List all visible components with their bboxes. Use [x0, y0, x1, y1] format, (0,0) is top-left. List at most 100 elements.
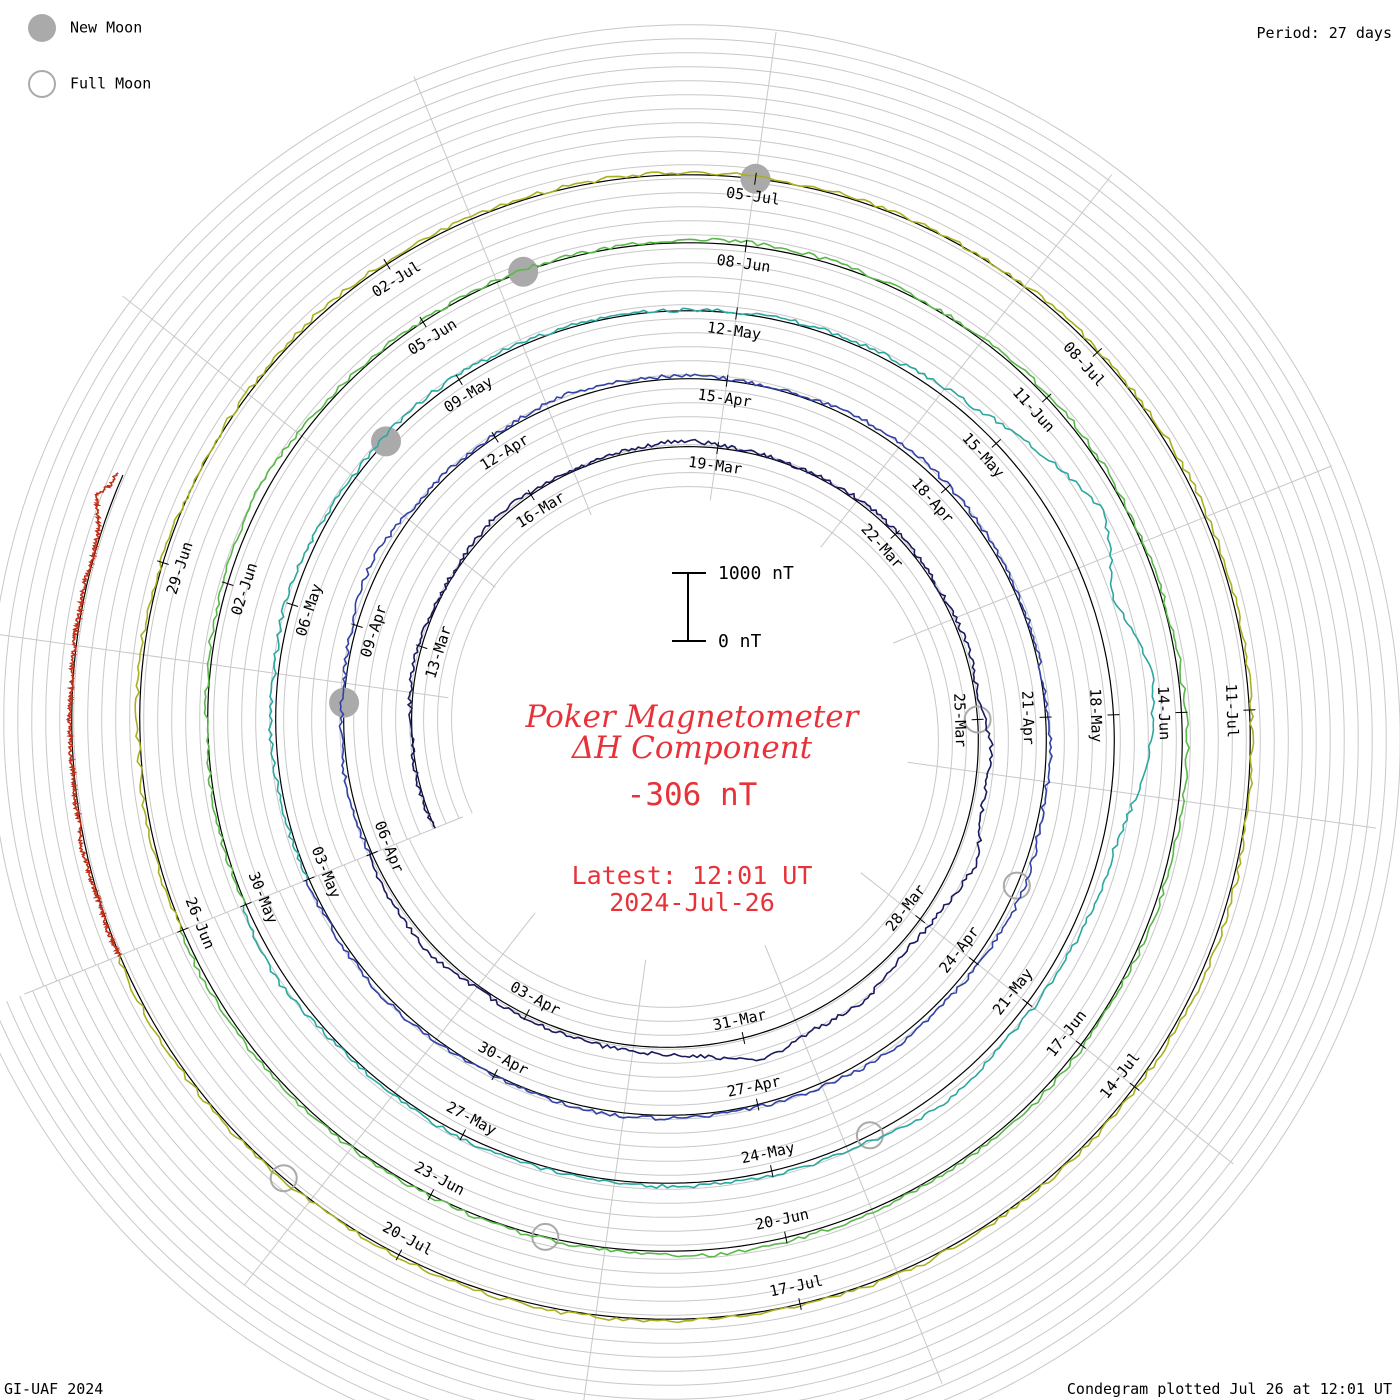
date-tick	[741, 1031, 746, 1045]
date-tick	[784, 1231, 788, 1244]
date-tick	[754, 172, 757, 185]
grid-radial	[709, 31, 777, 501]
date-label: 19-Mar	[687, 453, 743, 478]
date-label: 22-Mar	[857, 520, 907, 572]
date-tick	[1092, 348, 1103, 357]
full-moon-legend-icon	[28, 70, 56, 98]
period-label: Period: 27 days	[1257, 24, 1392, 42]
date-tick	[157, 560, 169, 565]
date-tick	[240, 901, 252, 908]
date-tick	[303, 876, 315, 882]
date-label: 26-Jun	[182, 895, 219, 952]
grid-radial	[243, 912, 536, 1286]
series-line	[369, 438, 994, 1062]
full-moon-marker	[1002, 871, 1031, 900]
grid-radial	[122, 295, 496, 588]
date-tick	[991, 439, 1002, 448]
date-tick	[395, 1249, 403, 1261]
date-label: 31-Mar	[711, 1005, 768, 1034]
current-value: -306 nT	[627, 777, 758, 813]
date-tick	[523, 1009, 530, 1021]
new-moon-marker	[329, 687, 360, 718]
date-label: 18-Apr	[908, 475, 958, 527]
date-label: 11-Jul	[1222, 683, 1242, 738]
date-label: 08-Jul	[1059, 338, 1109, 390]
chart-subtitle: ΔH Component	[571, 730, 813, 766]
date-tick	[1041, 393, 1052, 403]
grid-radial	[892, 465, 1332, 644]
full-moon-legend-label: Full Moon	[70, 75, 151, 93]
grid-radial	[0, 634, 449, 699]
date-tick	[351, 623, 363, 628]
date-tick	[744, 240, 748, 253]
series-line	[305, 373, 1053, 1121]
date-tick	[491, 431, 499, 443]
date-tick	[1129, 1082, 1140, 1091]
scale-top-label: 1000 nT	[718, 563, 794, 584]
date-tick	[1243, 709, 1256, 711]
full-moon-marker	[855, 1121, 884, 1150]
grid-radial	[820, 174, 1113, 548]
date-label: 15-May	[958, 429, 1008, 481]
grid-radial	[413, 76, 592, 516]
date-label: 05-Jul	[725, 183, 781, 208]
date-tick	[286, 602, 299, 607]
series-line	[118, 171, 1255, 1324]
date-label: 16-Mar	[513, 488, 568, 532]
date-tick	[940, 484, 951, 494]
date-label: 15-Apr	[697, 385, 753, 410]
date-tick	[915, 915, 926, 924]
date-tick	[725, 374, 729, 387]
date-label: 20-Jul	[379, 1218, 435, 1259]
latest-time: Latest: 12:01 UT	[572, 861, 813, 890]
date-tick	[427, 1189, 435, 1201]
date-tick	[366, 850, 378, 857]
date-tick	[755, 1098, 760, 1111]
date-label: 27-May	[443, 1098, 499, 1139]
date-tick	[177, 927, 189, 933]
series-line	[179, 237, 1190, 1258]
date-label: 27-Apr	[725, 1072, 782, 1101]
date-tick	[221, 581, 234, 586]
date-label: 25-Mar	[950, 693, 970, 748]
chart-title: Poker Magnetometer	[525, 699, 861, 735]
date-tick	[770, 1165, 774, 1178]
grid-radial	[764, 944, 943, 1384]
date-tick	[419, 316, 427, 328]
plotted-label: Condegram plotted Jul 26 at 12:01 UT	[1067, 1380, 1392, 1398]
date-label: 20-Jun	[754, 1205, 811, 1234]
date-label: 12-May	[706, 318, 762, 343]
date-tick	[968, 957, 979, 966]
scale-bar: 1000 nT 0 nT	[672, 563, 794, 652]
date-tick	[455, 374, 463, 386]
date-tick	[459, 1129, 467, 1141]
latest-date: 2024-Jul-26	[609, 888, 775, 917]
scale-bottom-label: 0 nT	[718, 631, 762, 652]
date-label: 30-May	[245, 869, 282, 926]
date-label: 02-Jul	[369, 257, 424, 301]
date-tick	[1075, 1040, 1087, 1049]
date-label: 03-May	[308, 844, 345, 901]
date-label: 14-Jun	[1154, 686, 1174, 741]
date-label: 12-Apr	[477, 430, 532, 474]
series-layer	[66, 171, 1255, 1324]
date-label: 24-May	[740, 1138, 797, 1167]
full-moon-marker	[269, 1164, 298, 1193]
date-tick	[890, 530, 900, 539]
date-tick	[716, 442, 719, 455]
grid-radial	[583, 959, 647, 1400]
new-moon-marker	[508, 256, 539, 287]
new-moon-legend-label: New Moon	[70, 19, 142, 37]
credit-label: GI-UAF 2024	[4, 1380, 103, 1398]
date-tick	[1022, 998, 1033, 1007]
grid-layer	[0, 24, 1400, 1400]
date-tick	[415, 644, 428, 650]
grid-radial	[907, 761, 1377, 829]
date-tick	[735, 307, 738, 320]
date-label: 18-May	[1086, 688, 1106, 743]
series-line	[66, 472, 123, 958]
date-tick	[798, 1298, 802, 1311]
date-label: 28-Mar	[882, 881, 930, 935]
series-line	[242, 307, 1156, 1189]
